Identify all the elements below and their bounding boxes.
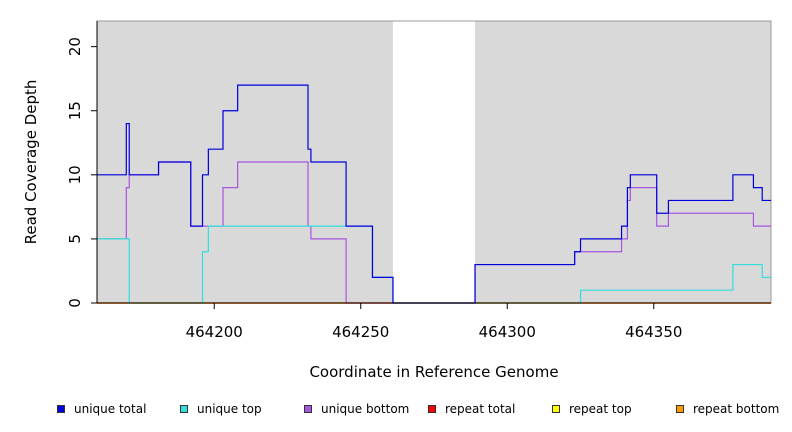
y-tick-label: 10 bbox=[66, 165, 84, 184]
legend-swatch bbox=[304, 405, 312, 413]
legend-item-unique-total: unique total bbox=[57, 398, 146, 420]
legend-label: unique total bbox=[74, 402, 147, 416]
x-axis-label: Coordinate in Reference Genome bbox=[309, 363, 558, 381]
legend-swatch bbox=[552, 405, 560, 413]
plot-background bbox=[96, 20, 772, 304]
legend-swatch bbox=[180, 405, 188, 413]
legend-label: repeat top bbox=[569, 402, 632, 416]
series-line-unique-total bbox=[97, 84, 771, 304]
legend-label: unique top bbox=[197, 402, 262, 416]
x-tick-label: 464350 bbox=[625, 323, 682, 341]
axes-layer: 0 5 10 15 20 464200 464250 464300 464350 bbox=[66, 21, 771, 341]
y-tick-label: 5 bbox=[66, 234, 84, 244]
plot-panel-right bbox=[475, 21, 771, 303]
legend-swatch bbox=[57, 405, 65, 413]
y-tick-label: 15 bbox=[66, 101, 84, 120]
x-tick-label: 464250 bbox=[332, 323, 389, 341]
y-tick-label: 20 bbox=[66, 37, 84, 56]
x-tick-label: 464200 bbox=[186, 323, 243, 341]
legend-label: repeat total bbox=[445, 402, 516, 416]
legend-item-repeat-top: repeat top bbox=[552, 398, 632, 420]
legend-item-unique-top: unique top bbox=[180, 398, 262, 420]
y-tick-label: 0 bbox=[66, 298, 84, 308]
legend-item-repeat-total: repeat total bbox=[428, 398, 515, 420]
legend-swatch bbox=[428, 405, 436, 413]
legend-swatch bbox=[676, 405, 684, 413]
x-tick-label: 464300 bbox=[479, 323, 536, 341]
legend-label: unique bottom bbox=[321, 402, 410, 416]
legend-label: repeat bottom bbox=[693, 402, 780, 416]
y-axis-label: Read Coverage Depth bbox=[22, 80, 40, 245]
legend-item-repeat-bottom: repeat bottom bbox=[676, 398, 779, 420]
legend: unique total unique top unique bottom repea… bbox=[0, 398, 792, 420]
legend-item-unique-bottom: unique bottom bbox=[304, 398, 409, 420]
